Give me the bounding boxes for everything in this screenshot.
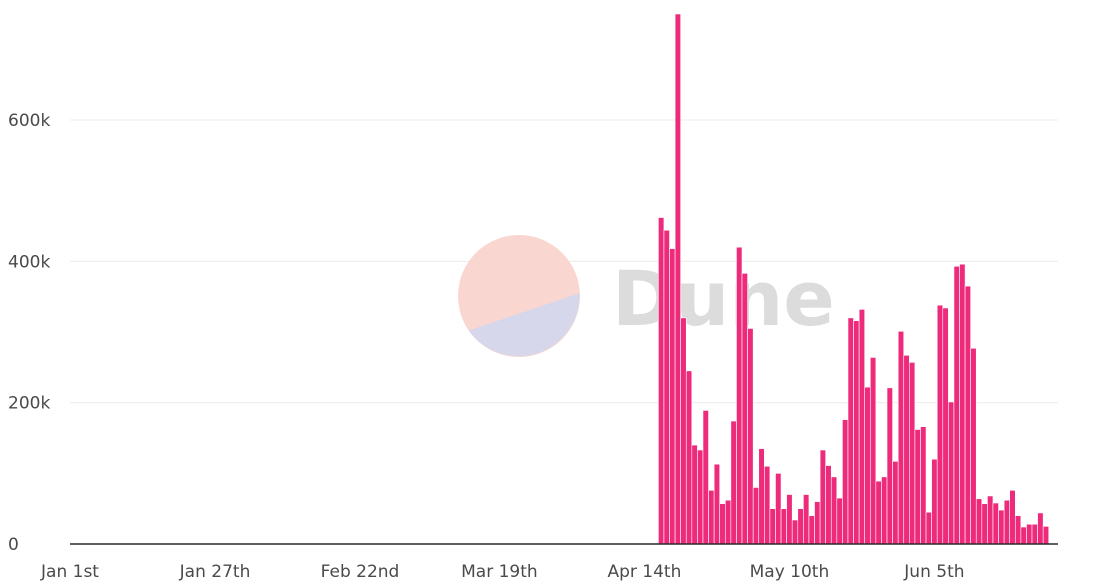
- bar: [658, 217, 665, 545]
- bar: [702, 410, 709, 545]
- bar: [998, 509, 1005, 545]
- bar: [1009, 489, 1016, 545]
- x-tick-label: Jan 27th: [179, 562, 251, 582]
- bar: [886, 387, 893, 545]
- bar: [1014, 515, 1022, 545]
- bar: [920, 426, 927, 545]
- bar: [697, 449, 704, 545]
- bar: [775, 473, 782, 545]
- bar: [814, 501, 821, 545]
- bar: [764, 465, 771, 545]
- x-tick-label: Apr 14th: [607, 562, 681, 582]
- bar: [780, 508, 787, 545]
- bar: [992, 502, 999, 545]
- bar: [713, 463, 721, 545]
- bar: [975, 498, 983, 545]
- x-tick-label: Feb 22nd: [321, 562, 400, 582]
- bar: [803, 494, 810, 545]
- bar: [953, 265, 960, 545]
- bar: [736, 246, 743, 545]
- x-tick-label: Mar 19th: [461, 562, 538, 582]
- bar: [730, 420, 737, 545]
- bar: [914, 429, 921, 545]
- bar: [1042, 526, 1050, 545]
- x-tick-label: Jan 1st: [40, 562, 99, 582]
- y-tick-label: 600k: [8, 111, 50, 131]
- bar: [875, 480, 882, 545]
- bar: [1037, 512, 1044, 545]
- bar: [858, 309, 866, 545]
- bar: [925, 511, 932, 545]
- bar: [1020, 526, 1027, 545]
- watermark-logo-bottom: [468, 293, 580, 357]
- y-tick-label: 400k: [8, 252, 50, 272]
- x-tick-label: Jun 5th: [903, 562, 964, 582]
- bar: [970, 347, 977, 545]
- bar: [959, 263, 966, 545]
- bar: [847, 317, 854, 545]
- bar: [685, 370, 693, 545]
- bar: [769, 508, 776, 545]
- bar: [797, 508, 804, 545]
- bar: [708, 489, 715, 545]
- bar: [881, 476, 888, 545]
- bar: [786, 494, 793, 545]
- bar: [942, 307, 949, 545]
- y-tick-label: 0: [8, 535, 19, 555]
- bar: [674, 13, 681, 545]
- bar: [892, 461, 899, 545]
- bar: [719, 503, 726, 545]
- bar: [825, 465, 832, 545]
- bar: [752, 487, 760, 545]
- y-axis-ticks: 0 200k 400k 600k: [8, 111, 50, 555]
- bar: [808, 515, 815, 545]
- y-tick-label: 200k: [8, 394, 50, 414]
- bar: [669, 248, 676, 545]
- bar: [724, 499, 732, 545]
- bar: [869, 357, 877, 545]
- bar: [663, 229, 670, 545]
- bar: [830, 476, 838, 545]
- bar: [819, 449, 826, 545]
- bar: [747, 328, 754, 545]
- bar: [864, 386, 871, 545]
- x-tick-label: May 10th: [750, 562, 830, 582]
- bar: [1026, 523, 1033, 545]
- bar: [931, 458, 938, 545]
- bar: [680, 317, 687, 545]
- dune-watermark: Dune: [458, 235, 835, 357]
- bar: [1003, 499, 1011, 545]
- bar: [981, 503, 988, 545]
- bar: [791, 519, 799, 545]
- bar: [741, 273, 748, 545]
- bar: [1031, 523, 1038, 545]
- bar: [842, 419, 849, 545]
- bar: [948, 401, 955, 545]
- bar: [758, 448, 765, 545]
- bar: [909, 362, 916, 545]
- bar: [987, 495, 994, 545]
- bar: [897, 330, 905, 545]
- bar: [853, 320, 860, 545]
- bar: [964, 285, 971, 545]
- bar: [836, 497, 843, 545]
- bar: [691, 444, 698, 545]
- bar: [936, 304, 944, 545]
- x-axis-ticks: Jan 1st Jan 27th Feb 22nd Mar 19th Apr 14th M…: [40, 562, 965, 582]
- watermark-text: Dune: [612, 254, 835, 343]
- bar: [903, 355, 910, 545]
